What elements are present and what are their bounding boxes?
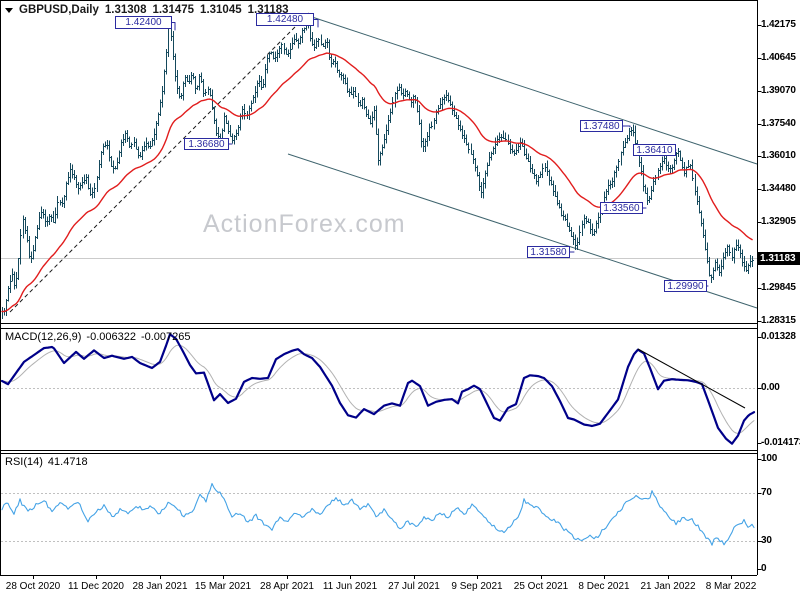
macd-value: -0.006322 bbox=[86, 331, 136, 343]
symbol-title: GBPUSD,Daily bbox=[19, 4, 99, 16]
rsi-line bbox=[1, 482, 755, 546]
macd-label: MACD(12,26,9) bbox=[5, 331, 82, 343]
date-axis-label: 25 Oct 2021 bbox=[513, 581, 569, 592]
swing-price-label: 1.29990 bbox=[664, 280, 707, 292]
swing-price-label: 1.37480 bbox=[580, 120, 623, 132]
rsi-panel-label: RSI(14) 41.4718 bbox=[5, 456, 88, 468]
ohlc-open: 1.31308 bbox=[104, 4, 147, 16]
chevron-down-icon[interactable] bbox=[5, 7, 13, 13]
swing-label-connector bbox=[313, 19, 319, 28]
macd-signal-value: -0.007265 bbox=[140, 331, 191, 343]
price-axis-label: 1.42175 bbox=[761, 19, 796, 30]
date-axis-label: 28 Apr 2021 bbox=[260, 581, 314, 592]
macd-axis-label: 0.00 bbox=[761, 382, 780, 393]
rsi-axis-label: 100 bbox=[761, 453, 778, 464]
price-bars bbox=[2, 15, 754, 320]
price-axis-label: 1.39070 bbox=[761, 85, 796, 96]
date-axis-label: 9 Sep 2021 bbox=[451, 581, 503, 592]
macd-signal-line bbox=[1, 344, 755, 434]
swing-price-label: 1.42400 bbox=[115, 16, 172, 29]
price-axis-label: 1.29845 bbox=[761, 282, 796, 293]
date-axis-label: 8 Mar 2022 bbox=[705, 581, 757, 592]
swing-price-label: 1.33560 bbox=[600, 202, 643, 214]
swing-price-label: 1.36680 bbox=[184, 138, 229, 150]
swing-label-connector bbox=[171, 22, 176, 31]
rsi-axis-label: 70 bbox=[761, 487, 772, 498]
swing-price-label: 1.42480 bbox=[256, 13, 314, 26]
date-axis-label: 28 Oct 2020 bbox=[5, 581, 61, 592]
rsi-axis-label: 30 bbox=[761, 535, 772, 546]
rising-trendline-dashed bbox=[9, 12, 310, 313]
macd-trendline bbox=[637, 348, 746, 409]
price-axis-label: 1.40645 bbox=[761, 52, 796, 63]
macd-panel-label: MACD(12,26,9) -0.006322 -0.007265 bbox=[5, 331, 191, 343]
macd-axis-label: -0.014173 bbox=[761, 437, 800, 448]
ohlc-low: 1.31045 bbox=[200, 4, 242, 16]
price-axis-label: 1.28315 bbox=[761, 315, 796, 326]
macd-line bbox=[0, 333, 756, 445]
current-price-tag: 1.31183 bbox=[758, 252, 800, 265]
symbol-header: GBPUSD,Daily 1.31308 1.31475 1.31045 1.3… bbox=[5, 4, 289, 16]
date-axis-label: 27 Jul 2021 bbox=[388, 581, 440, 592]
date-axis-label: 21 Jan 2022 bbox=[640, 581, 696, 592]
ma-line bbox=[1, 52, 753, 313]
date-axis-label: 11 Jun 2021 bbox=[322, 581, 378, 592]
price-axis-label: 1.34480 bbox=[761, 183, 796, 194]
date-axis-label: 11 Dec 2020 bbox=[68, 581, 124, 592]
swing-price-label: 1.31580 bbox=[527, 246, 570, 258]
channel-line-upper bbox=[308, 15, 758, 165]
macd-axis-label: 0.01328 bbox=[761, 331, 796, 342]
swing-price-label: 1.36410 bbox=[633, 144, 676, 156]
ohlc-high: 1.31475 bbox=[152, 4, 195, 16]
swing-label-connector bbox=[622, 125, 631, 128]
price-axis-label: 1.37540 bbox=[761, 118, 796, 129]
date-axis-label: 15 Mar 2021 bbox=[194, 581, 252, 592]
date-axis-label: 8 Dec 2021 bbox=[578, 581, 630, 592]
price-axis-label: 1.36010 bbox=[761, 150, 796, 161]
rsi-label: RSI(14) bbox=[5, 456, 43, 468]
rsi-value: 41.4718 bbox=[47, 456, 88, 468]
date-axis-label: 28 Jan 2021 bbox=[132, 581, 188, 592]
watermark: ActionForex.com bbox=[203, 210, 406, 238]
price-axis-label: 1.32905 bbox=[761, 216, 796, 227]
rsi-axis-label: 0 bbox=[761, 563, 767, 574]
